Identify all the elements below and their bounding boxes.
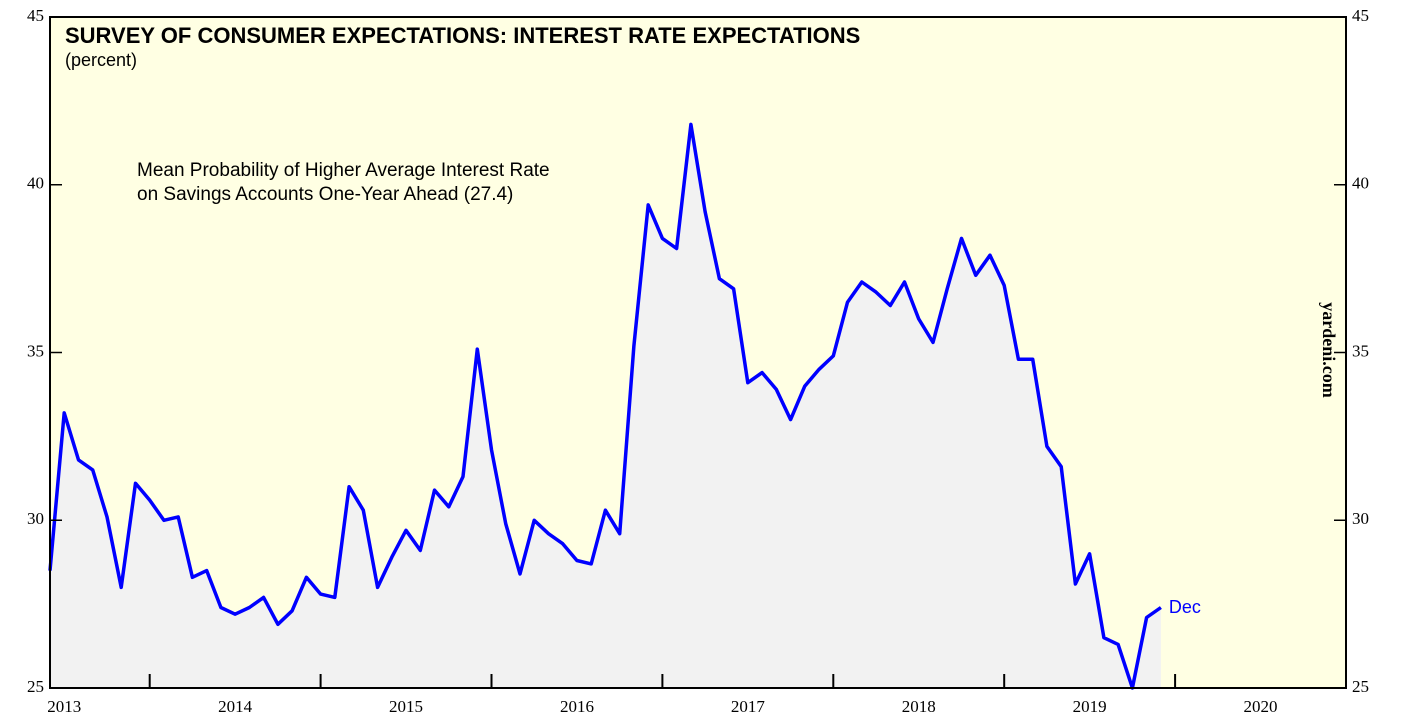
y2-tick-label: 35 [1352,341,1369,360]
x-tick-label: 2014 [218,697,253,716]
y2-tick-label: 30 [1352,509,1369,528]
x-tick-label: 2019 [1073,697,1107,716]
annotation: on Savings Accounts One-Year Ahead (27.4… [137,184,513,205]
chart-subtitle: (percent) [65,50,137,70]
x-tick-label: 2015 [389,697,423,716]
source: yardeni.com [1319,302,1339,397]
end-label: Dec [1169,597,1201,617]
annotation: Mean Probability of Higher Average Inter… [137,160,550,181]
line [48,122,1162,690]
y-tick-label: 45 [27,6,44,25]
x-tick-label: 2016 [560,697,594,716]
area [50,124,1161,688]
y2-tick-label: 45 [1352,6,1369,25]
x-tick-label: 2017 [731,697,766,716]
x-tick-label: 2018 [902,697,936,716]
y-tick-label: 30 [27,509,44,528]
x-tick-label: 2013 [47,697,81,716]
y-tick-label: 35 [27,341,44,360]
y-tick-label: 25 [27,677,44,696]
y2-tick-label: 40 [1352,174,1369,193]
y-tick-label: 40 [27,174,44,193]
chart-title: SURVEY OF CONSUMER EXPECTATIONS: INTERES… [65,23,860,48]
x-tick-label: 2020 [1244,697,1278,716]
y2-tick-label: 25 [1352,677,1369,696]
